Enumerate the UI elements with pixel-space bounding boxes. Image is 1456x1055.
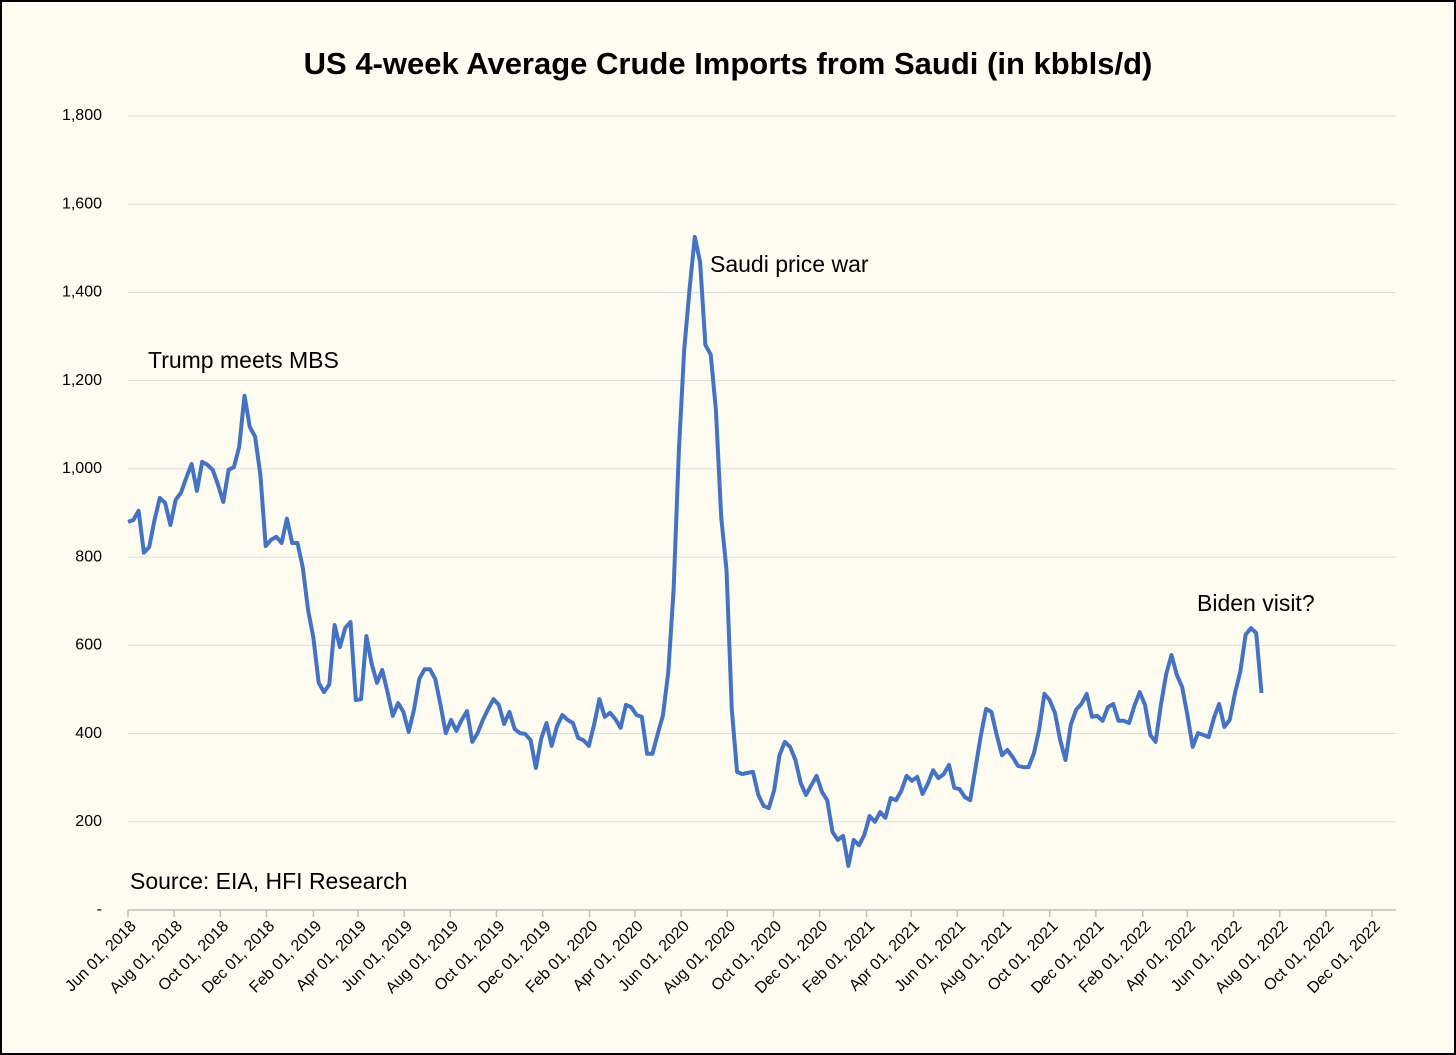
y-tick-label: 600 <box>75 637 102 654</box>
y-tick-label: 1,800 <box>62 107 102 124</box>
annotation: Saudi price war <box>710 251 869 277</box>
y-tick-label: - <box>97 901 102 918</box>
y-tick-label: 200 <box>75 813 102 830</box>
y-tick-label: 1,400 <box>62 284 102 301</box>
y-tick-label: 400 <box>75 725 102 742</box>
data-line <box>127 234 1264 868</box>
y-tick-label: 1,200 <box>62 372 102 389</box>
annotation: Source: EIA, HFI Research <box>130 868 407 894</box>
annotation: Biden visit? <box>1197 590 1315 616</box>
y-tick-label: 800 <box>75 548 102 565</box>
chart-title: US 4-week Average Crude Imports from Sau… <box>304 46 1153 81</box>
annotation: Trump meets MBS <box>148 347 339 373</box>
y-tick-label: 1,000 <box>62 460 102 477</box>
y-tick-label: 1,600 <box>62 195 102 212</box>
